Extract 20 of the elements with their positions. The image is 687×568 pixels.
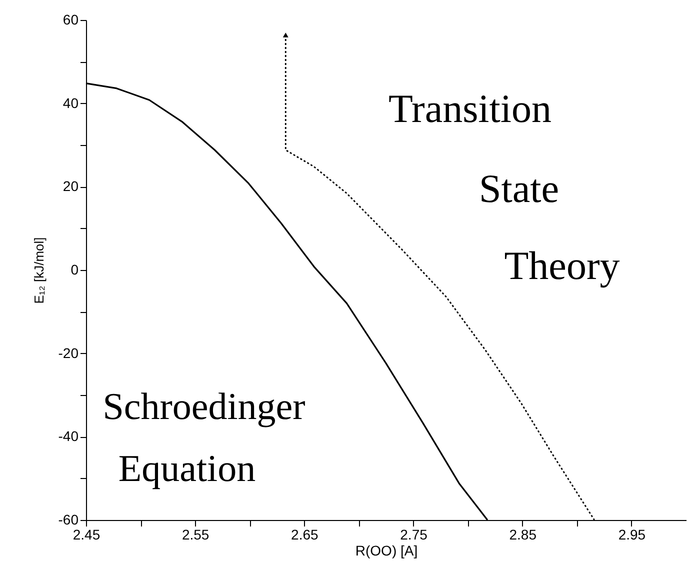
y-tick-label: 40 xyxy=(62,94,79,111)
x-tick-label: 2.95 xyxy=(618,526,646,542)
annotation: Schroedinger xyxy=(102,386,306,428)
y-tick-label: -40 xyxy=(58,428,79,444)
annotation: Equation xyxy=(118,448,256,490)
x-tick-label: 2.55 xyxy=(182,526,210,542)
y-tick-label: 60 xyxy=(62,12,79,28)
y-tick-label: 0 xyxy=(70,262,79,278)
annotation: Transition xyxy=(388,86,552,131)
x-tick-label: 2.85 xyxy=(509,526,537,542)
y-axis-title: E₁₂ [kJ/mol] xyxy=(31,237,46,304)
x-tick-label: 2.65 xyxy=(291,526,319,542)
annotation: State xyxy=(479,166,559,211)
annotation: Theory xyxy=(504,243,620,288)
x-tick-label: 2.45 xyxy=(72,526,100,542)
x-tick-label: 2.75 xyxy=(400,526,428,542)
y-tick-label: 20 xyxy=(62,178,79,194)
y-tick-label: -20 xyxy=(58,344,79,361)
x-axis-title: R(OO) [A] xyxy=(355,542,418,558)
y-tick-label: -60 xyxy=(58,512,79,528)
